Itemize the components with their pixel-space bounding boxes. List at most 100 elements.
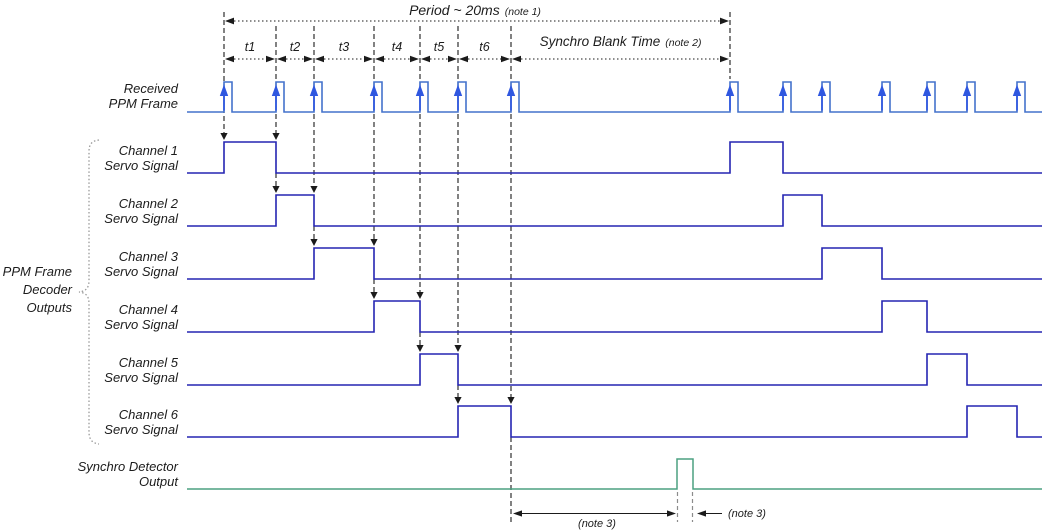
left-arrowhead-icon — [421, 55, 430, 63]
left-arrowhead-icon — [315, 55, 324, 63]
channel-label-line1: Channel 1 — [118, 142, 178, 158]
channel-6-waveform — [187, 405, 1042, 438]
up-arrowhead-icon — [369, 84, 379, 96]
up-arrowhead-icon — [219, 84, 229, 96]
down-arrowhead-icon — [370, 239, 378, 246]
decoder-label-line2: Decoder — [22, 282, 72, 297]
up-arrowhead-icon — [309, 84, 319, 96]
channel-label-line2: Servo Signal — [104, 421, 178, 437]
left-arrowhead-icon — [375, 55, 384, 63]
interval-ruler: t1 t2 t3 t4 t5 t6 Synchro Blank Time (note 2) — [225, 34, 729, 63]
ppm-waveform — [187, 81, 1042, 113]
down-arrowhead-icon — [220, 133, 228, 140]
decoder-label-line3: Outputs — [26, 300, 72, 315]
sync-detector-signal — [187, 458, 1042, 490]
down-arrowhead-icon — [370, 292, 378, 299]
decoder-outputs-label: PPM Frame Decoder Outputs — [3, 263, 72, 317]
synchro-label-line1: Synchro Detector — [77, 459, 178, 474]
channel-label-line2: Servo Signal — [104, 157, 178, 173]
channel-label-line2: Servo Signal — [104, 316, 178, 332]
left-arrowhead-icon — [459, 55, 468, 63]
channel-signals — [187, 141, 1042, 438]
note3-label-b: (note 3) — [728, 508, 766, 520]
channel-6-label: Channel 6 Servo Signal — [104, 407, 178, 437]
left-arrowhead-icon — [697, 510, 706, 517]
up-arrowhead-icon — [506, 84, 516, 96]
right-arrowhead-icon — [667, 510, 676, 517]
right-arrowhead-icon — [448, 55, 457, 63]
received-label-line1: Received — [123, 81, 178, 96]
down-arrowhead-icon — [416, 292, 424, 299]
right-arrowhead-icon — [501, 55, 510, 63]
channel-label-line1: Channel 5 — [118, 354, 178, 370]
period-dimension: Period ~ 20ms (note 1) — [225, 2, 729, 25]
received-label-line2: PPM Frame — [108, 96, 178, 111]
up-arrowhead-icon — [778, 84, 788, 96]
up-arrowhead-icon — [725, 84, 735, 96]
channel-1-label: Channel 1 Servo Signal — [104, 143, 178, 173]
right-arrowhead-icon — [720, 17, 729, 25]
up-arrowhead-icon — [877, 84, 887, 96]
down-arrowhead-icon — [507, 397, 515, 404]
left-arrowhead-icon — [513, 510, 522, 517]
up-arrowhead-icon — [271, 84, 281, 96]
channel-5-label: Channel 5 Servo Signal — [104, 355, 178, 385]
right-arrowhead-icon — [266, 55, 275, 63]
down-arrowhead-icon — [454, 397, 462, 404]
channel-2-label: Channel 2 Servo Signal — [104, 196, 178, 226]
right-arrowhead-icon — [720, 55, 729, 63]
left-arrowhead-icon — [512, 55, 521, 63]
interval-label-t6: t6 — [479, 40, 489, 54]
up-arrowhead-icon — [415, 84, 425, 96]
channel-label-line2: Servo Signal — [104, 210, 178, 226]
up-arrowhead-icon — [817, 84, 827, 96]
down-arrowhead-icon — [310, 186, 318, 193]
channel-4-waveform — [187, 300, 1042, 333]
down-arrowhead-icon — [416, 345, 424, 352]
sync-detector-waveform — [187, 458, 1042, 490]
interval-label-t4: t4 — [392, 40, 402, 54]
guide-lines — [220, 12, 731, 523]
left-arrowhead-icon — [277, 55, 286, 63]
left-arrowhead-icon — [225, 17, 234, 25]
down-arrowhead-icon — [310, 239, 318, 246]
channel-3-label: Channel 3 Servo Signal — [104, 249, 178, 279]
up-arrowhead-icon — [962, 84, 972, 96]
channel-label-line1: Channel 3 — [118, 248, 178, 264]
right-arrowhead-icon — [410, 55, 419, 63]
note3-annotations: (note 3) (note 3) — [513, 508, 766, 530]
synchro-blank-time-label: Synchro Blank Time (note 2) — [540, 34, 702, 49]
channel-2-waveform — [187, 194, 1042, 227]
channel-label-line2: Servo Signal — [104, 369, 178, 385]
channel-1-waveform — [187, 141, 1042, 174]
right-arrowhead-icon — [304, 55, 313, 63]
synchro-label-line2: Output — [138, 474, 178, 489]
channel-label-line1: Channel 2 — [118, 195, 178, 211]
channel-label-line1: Channel 4 — [118, 301, 178, 317]
down-arrowhead-icon — [272, 133, 280, 140]
down-arrowhead-icon — [272, 186, 280, 193]
received-ppm-frame-label: Received PPM Frame — [109, 81, 178, 111]
channel-label-line2: Servo Signal — [104, 263, 178, 279]
up-arrowhead-icon — [922, 84, 932, 96]
interval-label-t2: t2 — [290, 40, 300, 54]
channel-5-waveform — [187, 353, 1042, 386]
right-arrowhead-icon — [364, 55, 373, 63]
period-label: Period ~ 20ms (note 1) — [409, 2, 541, 18]
interval-label-t1: t1 — [245, 40, 255, 54]
channel-label-line1: Channel 6 — [118, 406, 178, 422]
decoder-label-line1: PPM Frame — [2, 264, 72, 279]
left-arrowhead-icon — [225, 55, 234, 63]
up-arrowhead-icon — [1012, 84, 1022, 96]
channel-3-waveform — [187, 247, 1042, 280]
channel-4-label: Channel 4 Servo Signal — [104, 302, 178, 332]
interval-label-t5: t5 — [434, 40, 444, 54]
note3-label-a: (note 3) — [578, 518, 616, 530]
down-arrowhead-icon — [454, 345, 462, 352]
ppm-signal — [187, 81, 1042, 113]
decoder-bracket — [78, 139, 100, 445]
interval-label-t3: t3 — [339, 40, 349, 54]
synchro-detector-output-label: Synchro Detector Output — [78, 459, 178, 489]
